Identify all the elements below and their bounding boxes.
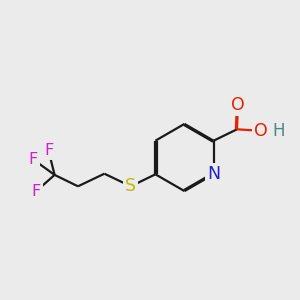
- Text: O: O: [254, 122, 268, 140]
- Text: F: F: [44, 143, 53, 158]
- Text: F: F: [32, 184, 40, 199]
- Text: F: F: [28, 152, 38, 167]
- Text: N: N: [207, 165, 220, 183]
- Text: S: S: [125, 177, 136, 195]
- Text: O: O: [231, 96, 245, 114]
- Text: H: H: [273, 122, 285, 140]
